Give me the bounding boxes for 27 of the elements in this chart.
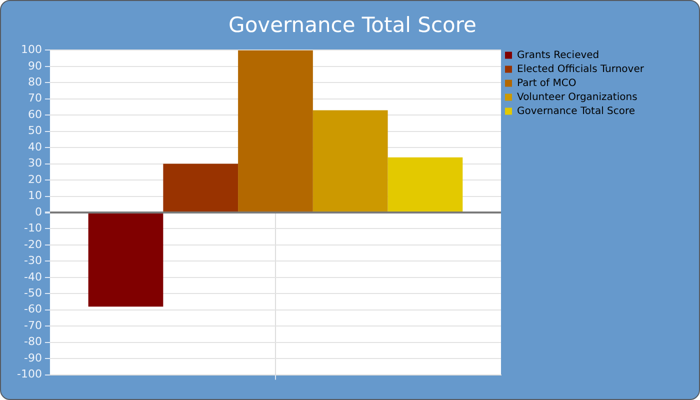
y-tick-label: 30 [28,156,42,170]
y-tick-label: 50 [28,124,42,138]
y-tick-label: -50 [24,286,42,300]
legend-label: Grants Recieved [517,50,600,61]
legend-label: Elected Officials Turnover [517,64,645,75]
y-tick-label: -30 [24,254,42,268]
y-tick-label: -80 [24,335,42,348]
y-tick-label: 70 [28,92,42,105]
y-tick-label: -90 [24,351,42,364]
y-tick-label: -10 [24,222,42,235]
legend-label: Volunteer Organizations [517,92,638,103]
y-tick-label: -100 [16,368,42,381]
y-tick-label: -20 [24,238,42,251]
y-tick-label: 10 [28,189,42,202]
y-tick-label: 60 [28,108,42,121]
y-tick-label: 80 [28,76,42,89]
y-tick-label: -40 [24,270,42,284]
y-tick-label: 0 [34,205,42,218]
legend-label: Part of MCO [517,78,576,89]
y-tick-label: -70 [24,318,42,332]
y-tick-label: 90 [28,59,42,72]
chart-title: Governance Total Score [228,13,476,38]
y-tick-label: -60 [24,302,42,316]
y-tick-label: 40 [28,140,42,154]
y-tick-label: 20 [28,172,42,186]
legend-label: Governance Total Score [517,106,636,117]
y-tick-label: 100 [20,43,42,56]
